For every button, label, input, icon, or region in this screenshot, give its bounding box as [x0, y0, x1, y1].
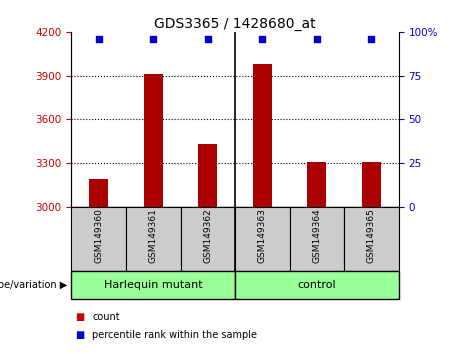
Bar — [126, 207, 181, 271]
Bar — [290, 207, 344, 271]
Bar — [307, 162, 326, 207]
Text: ■: ■ — [76, 330, 89, 339]
Title: GDS3365 / 1428680_at: GDS3365 / 1428680_at — [154, 17, 316, 31]
Text: percentile rank within the sample: percentile rank within the sample — [92, 330, 257, 339]
Bar — [362, 162, 381, 207]
Bar — [198, 144, 218, 207]
Bar — [144, 74, 163, 207]
Bar — [235, 271, 399, 299]
Point — [149, 36, 157, 42]
Text: GSM149364: GSM149364 — [313, 209, 321, 263]
Point — [204, 36, 212, 42]
Text: genotype/variation ▶: genotype/variation ▶ — [0, 280, 67, 290]
Text: GSM149363: GSM149363 — [258, 208, 267, 263]
Bar — [181, 207, 235, 271]
Bar — [71, 207, 126, 271]
Bar — [235, 207, 290, 271]
Point — [368, 36, 375, 42]
Bar — [253, 64, 272, 207]
Text: Harlequin mutant: Harlequin mutant — [104, 280, 202, 290]
Text: GSM149360: GSM149360 — [94, 208, 103, 263]
Bar — [71, 271, 235, 299]
Point — [259, 36, 266, 42]
Text: GSM149362: GSM149362 — [203, 209, 213, 263]
Point — [95, 36, 102, 42]
Text: count: count — [92, 312, 120, 322]
Point — [313, 36, 321, 42]
Bar — [89, 179, 108, 207]
Text: GSM149365: GSM149365 — [367, 208, 376, 263]
Text: GSM149361: GSM149361 — [149, 208, 158, 263]
Text: control: control — [298, 280, 336, 290]
Bar — [344, 207, 399, 271]
Text: ■: ■ — [76, 312, 89, 322]
